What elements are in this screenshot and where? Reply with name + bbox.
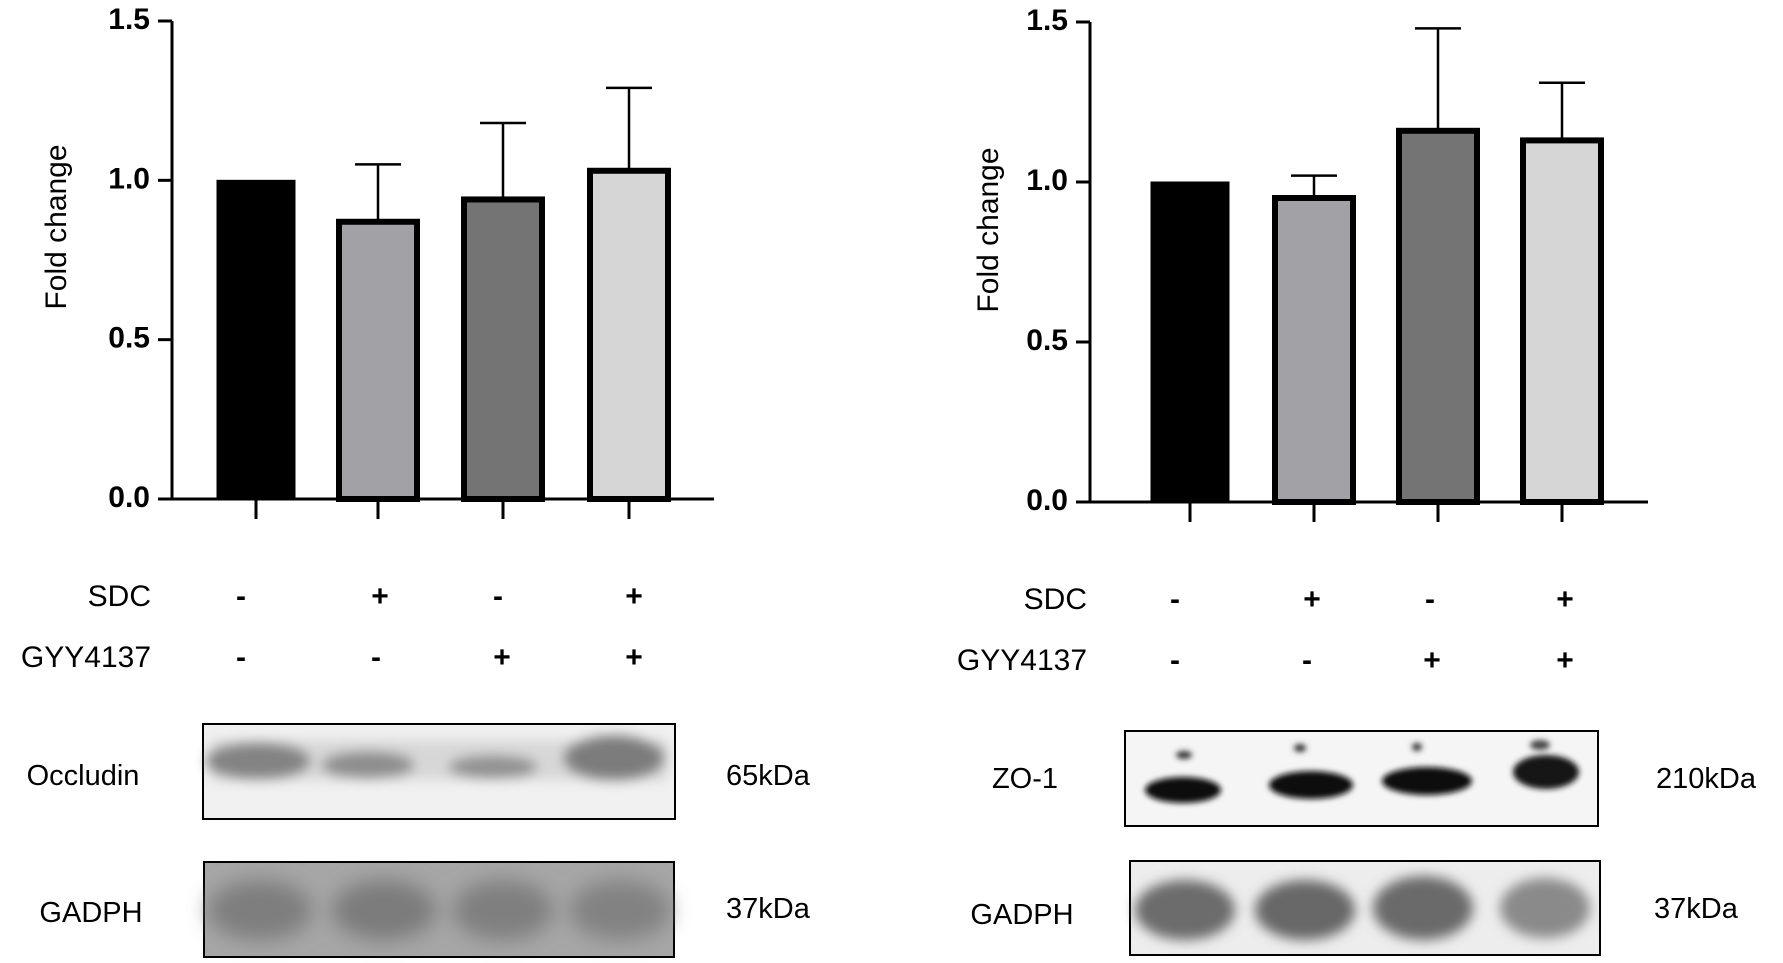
right-ylabel: Fold change [972, 147, 1005, 312]
left-y-tick-label: 0.5 [108, 322, 150, 355]
left-condition-gyy4137-label: GYY4137 [21, 641, 151, 674]
left-bar [336, 218, 420, 502]
right-condition-gyy4137-label: GYY4137 [957, 644, 1087, 677]
left-y-tick-label: 1.0 [108, 162, 150, 195]
right-blot-zo1 [1124, 730, 1599, 827]
left-sdc-sign: - [236, 580, 246, 613]
left-y-tick-label: 1.5 [108, 3, 150, 36]
left-gyy4137-sign: + [493, 641, 511, 674]
left-plot: 0.0 0.5 1.0 1.5 [108, 3, 714, 519]
right-gyy4137-sign: + [1423, 644, 1441, 677]
left-blot-gadph [203, 861, 675, 958]
right-blot-gadph-size: 37kDa [1654, 893, 1739, 925]
right-gyy4137-sign: - [1302, 644, 1312, 677]
right-blot-zo1-label: ZO-1 [992, 763, 1058, 795]
right-sdc-sign: + [1556, 583, 1574, 616]
right-y-tick-label: 1.5 [1026, 4, 1068, 37]
left-blot-occludin-label: Occludin [27, 760, 140, 792]
right-bar [1150, 181, 1230, 503]
left-y-tick-label: 0.0 [108, 481, 150, 514]
left-bar [587, 167, 671, 502]
left-sdc-sign: - [493, 580, 503, 613]
right-bar [1272, 195, 1356, 505]
left-bar [216, 179, 296, 500]
right-bar [1520, 137, 1604, 505]
left-bar [461, 196, 545, 502]
right-blot-gadph [1129, 860, 1601, 956]
right-bar [1396, 127, 1480, 506]
right-gyy4137-sign: + [1556, 644, 1574, 677]
right-y-tick-label: 1.0 [1026, 164, 1068, 197]
right-blot-zo1-size: 210kDa [1656, 763, 1757, 795]
left-gyy4137-sign: - [371, 641, 381, 674]
left-blot-gadph-label: GADPH [39, 897, 142, 929]
left-sdc-sign: + [625, 580, 643, 613]
left-blot-occludin-size: 65kDa [726, 760, 811, 792]
left-blot-gadph-size: 37kDa [726, 893, 811, 925]
left-sdc-sign: + [371, 580, 389, 613]
right-sdc-sign: - [1425, 583, 1435, 616]
left-gyy4137-sign: - [236, 641, 246, 674]
left-gyy4137-sign: + [625, 641, 643, 674]
left-condition-sdc-label: SDC [88, 580, 151, 613]
right-panel: 0.0 0.5 1.0 1.5 Fold change SDC GYY4137 - +… [957, 4, 1757, 956]
right-y-tick-label: 0.5 [1026, 324, 1068, 357]
left-ylabel: Fold change [40, 144, 73, 309]
right-y-tick-label: 0.0 [1026, 484, 1068, 517]
left-blot-occludin [202, 723, 676, 820]
right-condition-sdc-label: SDC [1024, 583, 1087, 616]
right-sdc-sign: + [1303, 583, 1321, 616]
right-plot: 0.0 0.5 1.0 1.5 [1026, 4, 1648, 522]
right-gyy4137-sign: - [1170, 644, 1180, 677]
right-blot-gadph-label: GADPH [970, 899, 1073, 931]
right-sdc-sign: - [1170, 583, 1180, 616]
left-panel: 0.0 0.5 1.0 1.5 Fold change SDC GYY4137 - +… [21, 3, 811, 958]
